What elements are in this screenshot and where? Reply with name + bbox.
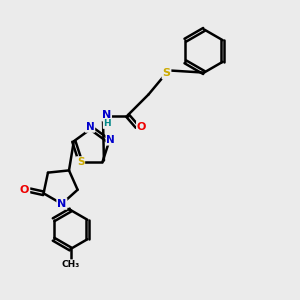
- Text: N: N: [57, 199, 67, 209]
- Text: N: N: [102, 110, 111, 121]
- Text: H: H: [103, 119, 111, 128]
- Text: N: N: [106, 135, 115, 145]
- Text: S: S: [163, 68, 170, 79]
- Text: O: O: [137, 122, 146, 132]
- Text: O: O: [20, 185, 29, 195]
- Text: N: N: [85, 122, 94, 132]
- Text: CH₃: CH₃: [61, 260, 80, 269]
- Text: S: S: [77, 157, 84, 167]
